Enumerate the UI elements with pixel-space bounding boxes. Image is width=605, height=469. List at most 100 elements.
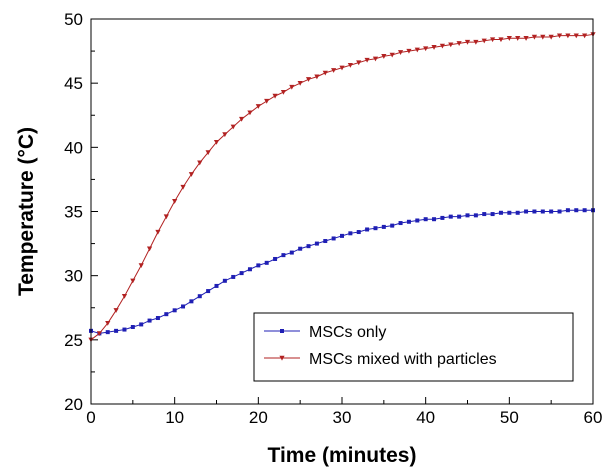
series-0-point bbox=[231, 274, 236, 279]
series-0-point bbox=[281, 253, 286, 258]
series-0-point bbox=[540, 209, 545, 214]
series-0-point bbox=[130, 325, 135, 329]
series-1-point bbox=[456, 41, 462, 46]
legend-box bbox=[253, 312, 574, 382]
series-1-point bbox=[481, 38, 487, 44]
series-0-point bbox=[582, 208, 587, 213]
series-1-point bbox=[197, 160, 203, 166]
y-tick-label: 45 bbox=[64, 74, 83, 93]
series-0-point bbox=[114, 328, 119, 333]
series-0-point bbox=[532, 209, 537, 214]
series-0-point bbox=[557, 209, 562, 214]
series-1-point bbox=[523, 36, 529, 41]
plot-frame bbox=[90, 18, 594, 405]
series-1-point bbox=[431, 45, 437, 50]
series-0-point bbox=[214, 283, 219, 288]
series-1-point bbox=[515, 36, 521, 41]
x-axis-title: Time (minutes) bbox=[268, 444, 417, 467]
series-0-point bbox=[197, 294, 202, 299]
series-0-point bbox=[122, 327, 127, 332]
series-0-point bbox=[423, 217, 428, 222]
series-0-point bbox=[164, 312, 169, 317]
series-1-point bbox=[423, 46, 429, 52]
series-1-point bbox=[548, 34, 554, 40]
series-0-point bbox=[264, 260, 269, 265]
x-tick-label: 60 bbox=[584, 408, 603, 427]
series-0-point bbox=[457, 214, 462, 219]
series-0-point bbox=[181, 304, 186, 309]
series-0-point bbox=[381, 224, 386, 229]
legend-marker-1 bbox=[279, 355, 285, 361]
series-0-point bbox=[524, 209, 529, 214]
series-1-point bbox=[121, 294, 128, 299]
series-1-point bbox=[96, 331, 102, 337]
series-1-point bbox=[540, 34, 546, 40]
series-0-point bbox=[298, 246, 303, 251]
axis-ticks: 0 10 20 30 40 50 60 20 25 30 35 40 45 50 bbox=[64, 10, 602, 427]
series-1-point bbox=[205, 150, 211, 156]
series-0-point bbox=[507, 210, 512, 215]
x-tick-label: 40 bbox=[416, 408, 435, 427]
series-1-point bbox=[490, 37, 496, 43]
x-tick-label: 0 bbox=[86, 408, 95, 427]
series-1 bbox=[88, 32, 596, 343]
series-0-point bbox=[432, 217, 437, 222]
series-0-point bbox=[139, 322, 144, 327]
y-tick-label: 20 bbox=[64, 395, 83, 414]
series-0-point bbox=[440, 215, 445, 220]
series-1-point bbox=[397, 50, 404, 55]
series-1-point bbox=[573, 33, 579, 39]
legend-label-0: MSCs only bbox=[309, 324, 386, 341]
series-0-point bbox=[565, 208, 570, 213]
series-1-point bbox=[180, 184, 186, 190]
series-1-point bbox=[155, 229, 161, 235]
series-0-point bbox=[314, 241, 319, 246]
series-0-point bbox=[306, 244, 311, 249]
series-1-point bbox=[130, 278, 136, 284]
series-0-point bbox=[348, 231, 353, 236]
series-0-point bbox=[273, 256, 278, 261]
series-1-point bbox=[146, 246, 153, 252]
series-1-point bbox=[406, 48, 412, 54]
series-1-point bbox=[389, 52, 395, 58]
series-1-point bbox=[297, 80, 303, 86]
series-0-point bbox=[482, 212, 487, 217]
series-1-point bbox=[473, 39, 479, 45]
series-1-point bbox=[364, 57, 370, 63]
series-1-point bbox=[272, 93, 278, 99]
series-1-point bbox=[556, 33, 563, 39]
series-1-point bbox=[356, 60, 362, 66]
series-0-point bbox=[340, 233, 344, 238]
series-1-point bbox=[347, 63, 353, 68]
series-group bbox=[88, 32, 596, 343]
series-1-point bbox=[322, 70, 328, 76]
series-1-point bbox=[163, 214, 169, 220]
series-1-point bbox=[448, 42, 454, 48]
y-tick-label: 40 bbox=[64, 138, 83, 157]
series-1-point bbox=[222, 132, 228, 138]
series-1-point bbox=[531, 34, 538, 40]
series-0-point bbox=[490, 212, 495, 217]
series-1-point bbox=[188, 172, 194, 177]
series-1-point bbox=[565, 33, 571, 39]
series-0-point bbox=[515, 210, 520, 215]
series-1-point bbox=[314, 74, 320, 80]
x-tick-label: 20 bbox=[249, 408, 268, 427]
y-axis-title: Temperature (°C) bbox=[15, 127, 38, 296]
series-1-point bbox=[213, 140, 220, 145]
series-1-point bbox=[339, 65, 345, 71]
series-0-point bbox=[390, 223, 395, 228]
series-1-point bbox=[230, 124, 236, 130]
series-0-point bbox=[549, 209, 554, 214]
series-1-point bbox=[381, 54, 387, 59]
legend-marker-0 bbox=[280, 329, 284, 333]
series-0-point bbox=[323, 239, 328, 244]
series-0-point bbox=[415, 218, 420, 223]
series-1-point bbox=[289, 84, 295, 90]
series-1-point bbox=[305, 77, 312, 82]
series-0-point bbox=[206, 289, 211, 294]
series-0-point bbox=[373, 226, 378, 231]
series-1-point bbox=[498, 37, 504, 43]
series-0-point bbox=[465, 213, 470, 218]
